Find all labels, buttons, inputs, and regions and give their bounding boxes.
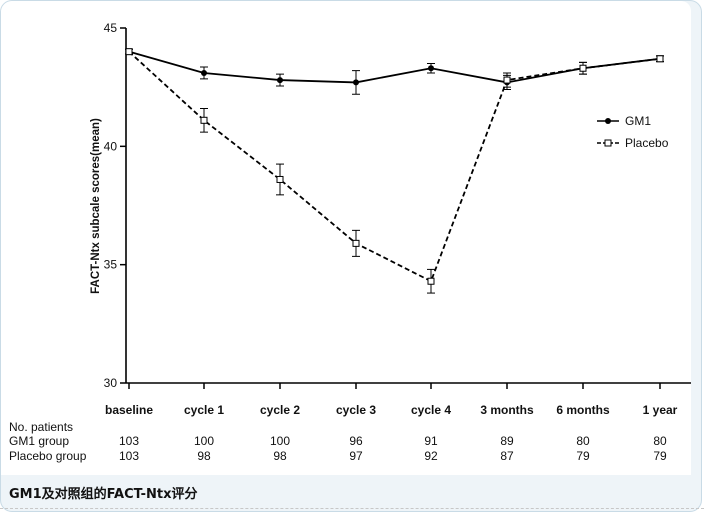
data-point [353, 79, 359, 86]
patients-count: 89 [500, 434, 514, 448]
patients-count: 100 [270, 434, 290, 448]
patients-count: 98 [197, 449, 211, 463]
data-point [201, 69, 207, 76]
data-point [428, 65, 434, 72]
patients-count: 103 [119, 449, 139, 463]
x-tick-label: baseline [105, 403, 153, 417]
patients-count: 80 [576, 434, 590, 448]
data-point [277, 77, 283, 84]
series-layer [125, 48, 664, 294]
patients-count: 79 [653, 449, 667, 463]
patients-count: 97 [349, 449, 363, 463]
patients-count: 91 [424, 434, 438, 448]
patients-title: No. patients [9, 420, 73, 434]
series-line-placebo [128, 51, 661, 283]
data-point [579, 64, 587, 72]
x-tick-label: cycle 4 [411, 403, 451, 417]
x-tick-label: cycle 1 [184, 403, 224, 417]
axes: 30 35 40 45 baseline cycle 1 cycle 2 cycle 3 cyc… [90, 21, 691, 417]
data-point [427, 277, 435, 285]
legend: GM1 Placebo [597, 114, 669, 150]
y-axis-title: FACT-Ntx subcale scores(mean) [90, 118, 102, 294]
x-tick-label: 1 year [643, 403, 678, 417]
x-tick-label: cycle 2 [260, 403, 300, 417]
data-point [276, 175, 284, 183]
patients-count: 100 [194, 434, 214, 448]
data-point [352, 239, 360, 247]
patients-count: 92 [424, 449, 438, 463]
patients-row-label: GM1 group [9, 434, 69, 448]
patients-count: 98 [273, 449, 287, 463]
legend-marker [604, 139, 612, 147]
legend-marker [605, 118, 611, 124]
patients-count: 87 [500, 449, 514, 463]
x-tick-label: 3 months [480, 403, 534, 417]
patients-row-label: Placebo group [9, 449, 87, 463]
chart-panel: 30 35 40 45 baseline cycle 1 cycle 2 cycle 3 cyc… [1, 1, 691, 475]
legend-label: Placebo [625, 136, 669, 150]
patients-count: 80 [653, 434, 667, 448]
y-tick-label: 35 [104, 258, 118, 272]
legend-label: GM1 [625, 114, 651, 128]
bottom-divider [0, 508, 704, 509]
patients-count: 96 [349, 434, 363, 448]
figure-caption: GM1及对照组的FACT-Ntx评分 [9, 487, 198, 502]
x-tick-label: 6 months [556, 403, 610, 417]
x-tick-label: cycle 3 [336, 403, 376, 417]
patients-count: 79 [576, 449, 590, 463]
y-tick-label: 40 [104, 139, 118, 153]
data-point [656, 55, 664, 63]
y-tick-label: 30 [104, 376, 118, 390]
y-tick-label: 45 [104, 21, 118, 35]
patients-count: 103 [119, 434, 139, 448]
data-point [125, 48, 133, 56]
line-chart: 30 35 40 45 baseline cycle 1 cycle 2 cycle 3 cyc… [9, 21, 691, 463]
data-point [200, 116, 208, 124]
data-point [503, 76, 511, 84]
